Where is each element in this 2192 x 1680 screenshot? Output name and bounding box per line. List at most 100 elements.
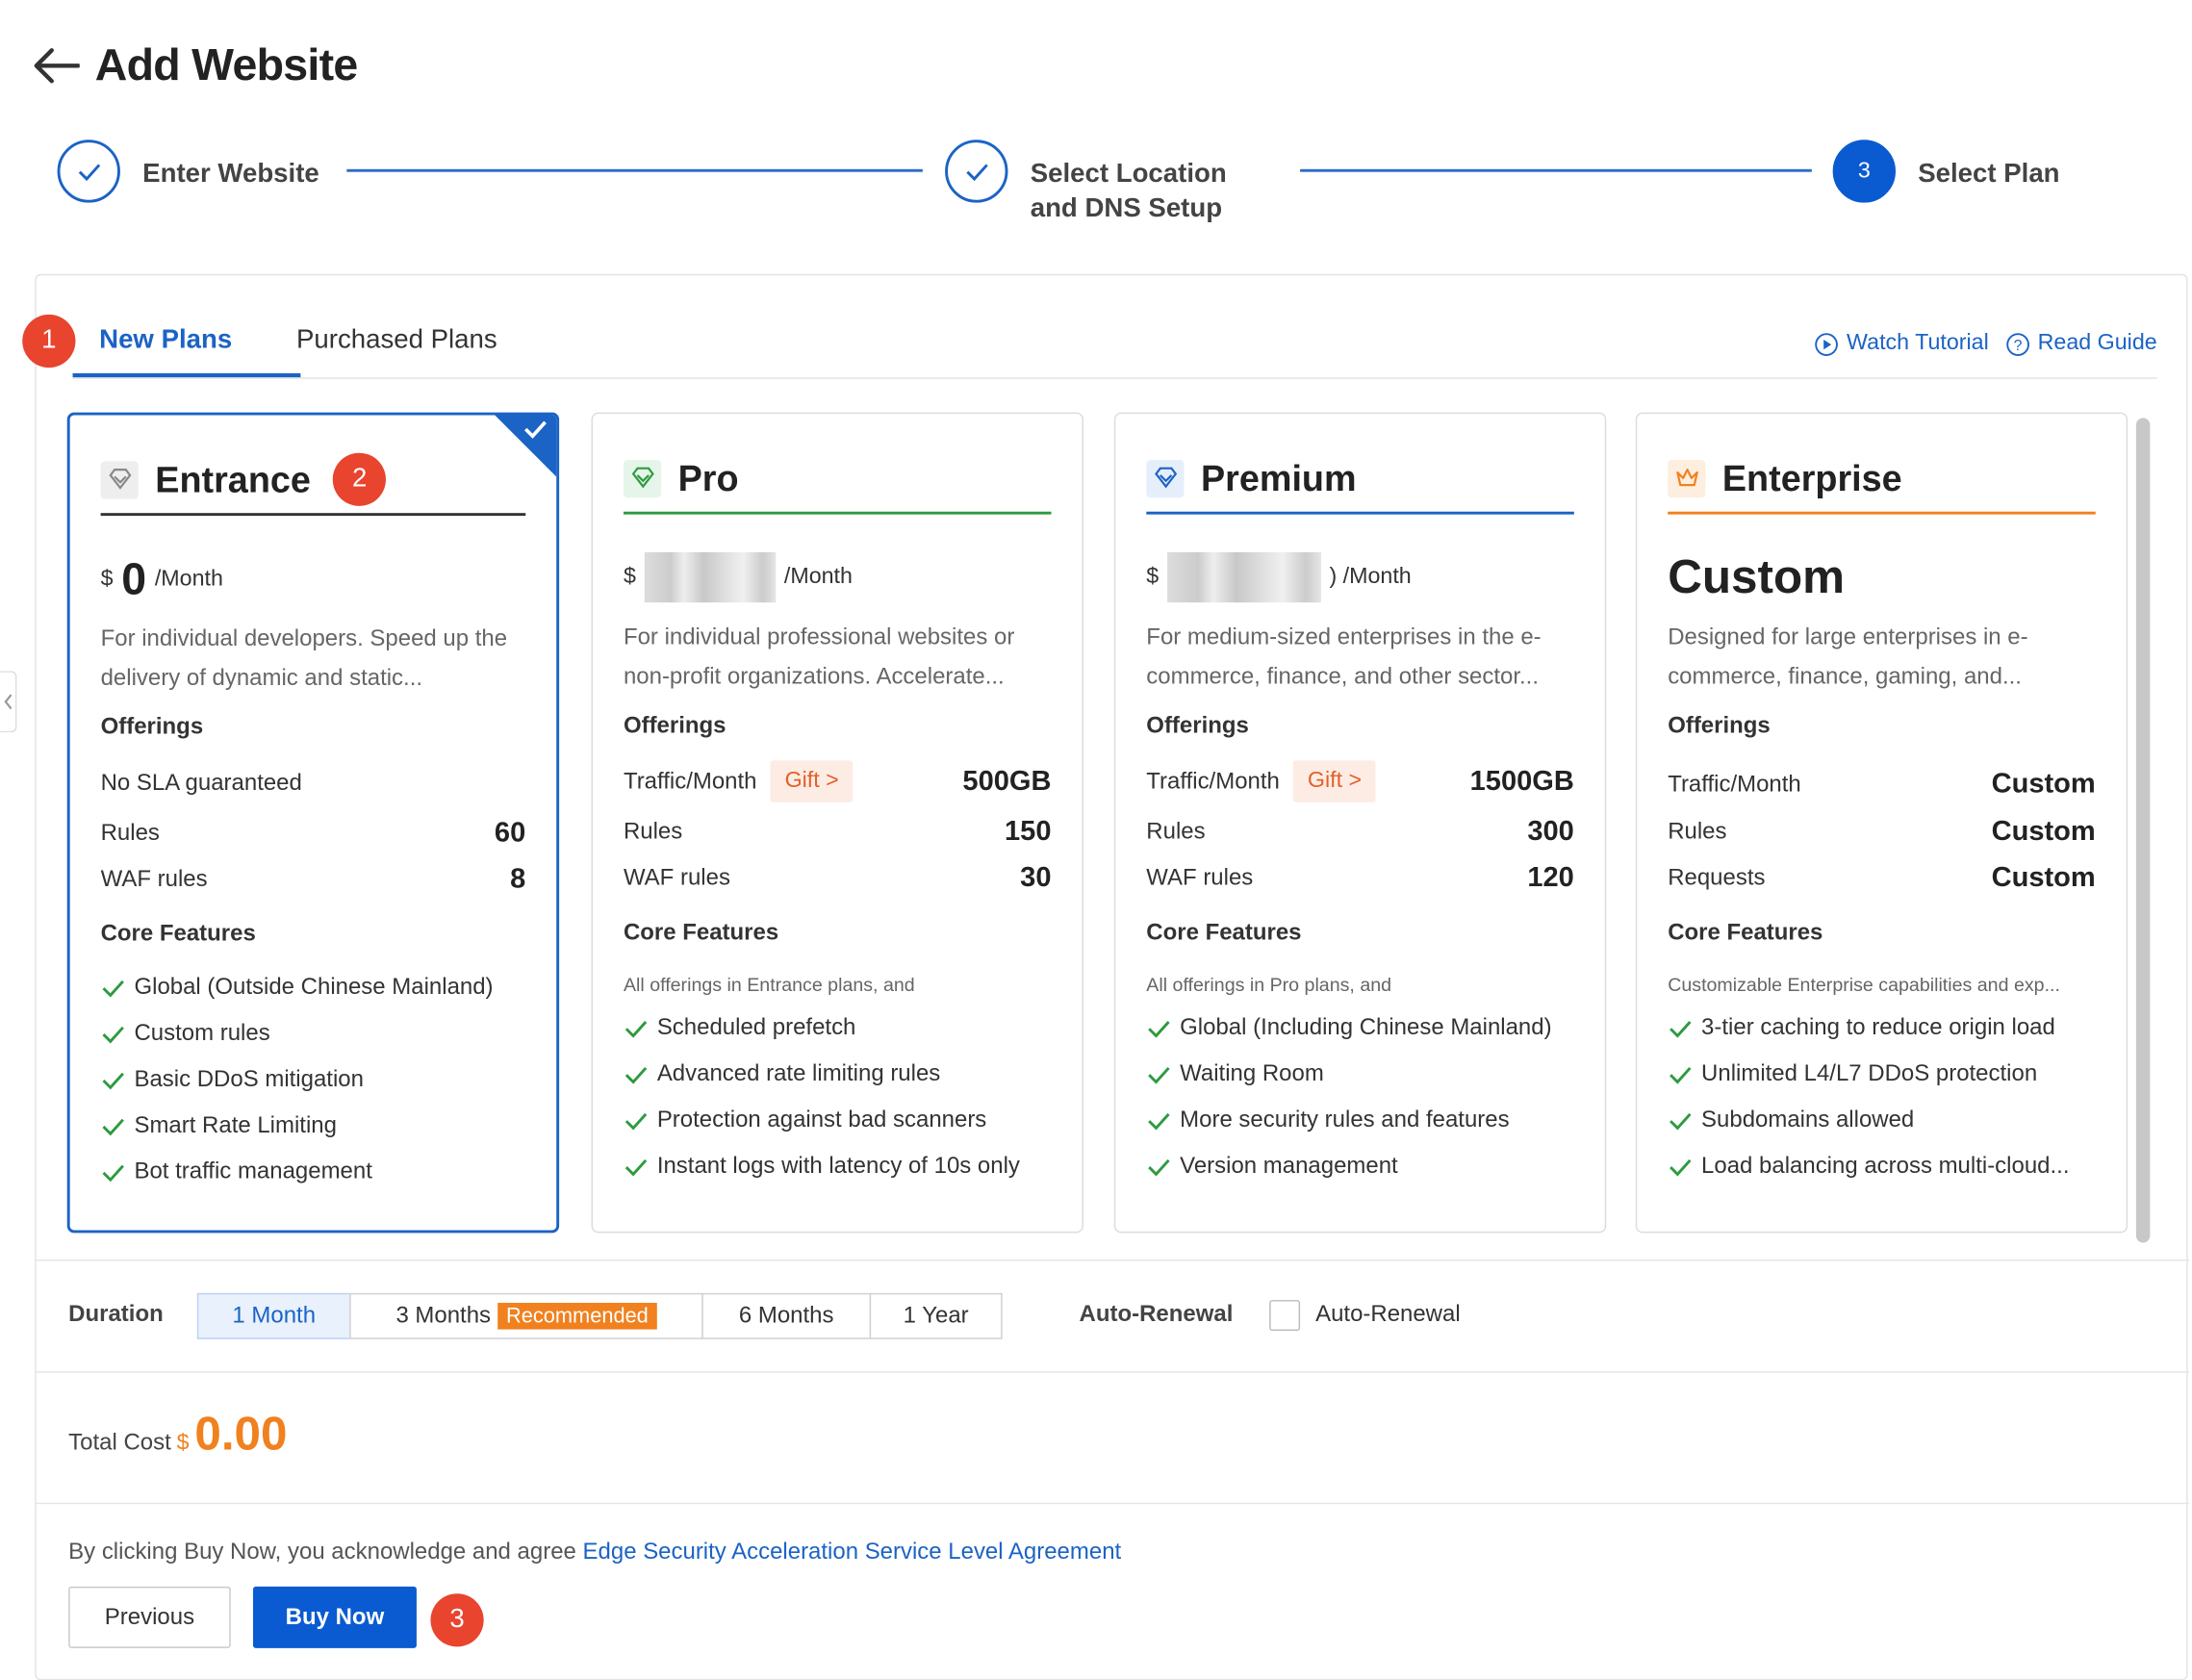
plan-description: For individual professional websites or … xyxy=(623,624,1015,690)
annotation-badge: 3 xyxy=(430,1593,484,1647)
plan-card-premium[interactable]: Premium $ ) /Month For medium-sized ente… xyxy=(1113,412,1607,1234)
check-icon xyxy=(1669,1066,1692,1083)
plan-description: Designed for large enterprises in e-comm… xyxy=(1668,624,2028,690)
total-cost-label: Total Cost xyxy=(68,1430,171,1456)
crown-icon xyxy=(1668,459,1706,497)
check-icon xyxy=(102,980,124,997)
auto-renewal-checkbox[interactable] xyxy=(1269,1300,1301,1332)
step-label: Select Location xyxy=(1030,159,1227,190)
step-select-location: Select Location and DNS Setup xyxy=(945,140,1227,226)
plan-card-entrance[interactable]: Entrance 2 $ 0 /Month For individual dev… xyxy=(66,412,560,1234)
sla-link[interactable]: Edge Security Acceleration Service Level… xyxy=(582,1539,1122,1565)
divider xyxy=(36,1371,2190,1373)
feature-item: 3-tier caching to reduce origin load xyxy=(1668,1015,2112,1042)
plan-card-enterprise[interactable]: Enterprise Custom Designed for large ent… xyxy=(1635,412,2128,1234)
plan-price: $ 0 /Month xyxy=(100,553,223,604)
offering-row: No SLA guaranteed xyxy=(100,770,302,796)
offering-row: Traffic/Month Gift >500GB xyxy=(624,760,1052,802)
buy-now-button[interactable]: Buy Now xyxy=(252,1586,417,1648)
divider xyxy=(36,1502,2190,1505)
check-icon xyxy=(102,1163,124,1182)
check-icon xyxy=(1148,1020,1170,1037)
scrollbar-thumb[interactable] xyxy=(2135,418,2151,1243)
offering-row: Traffic/Month Gift >1500GB xyxy=(1146,760,1574,802)
total-cost-value: 0.00 xyxy=(194,1407,288,1462)
plan-description: For individual developers. Speed up the … xyxy=(100,625,508,691)
offerings-label: Offerings xyxy=(100,714,204,740)
offering-row: Rules 150 xyxy=(623,816,1052,848)
offering-row: WAF rules 30 xyxy=(623,862,1052,894)
diamond-icon xyxy=(100,460,139,498)
auto-renewal-checkbox-label[interactable]: Auto-Renewal xyxy=(1315,1301,1461,1327)
check-icon xyxy=(624,1112,648,1130)
arrow-left-icon[interactable] xyxy=(31,39,81,89)
gift-button[interactable]: Gift > xyxy=(1293,760,1376,802)
offering-row: Rules 300 xyxy=(1146,816,1574,848)
feature-item: Advanced rate limiting rules xyxy=(624,1061,1068,1088)
watch-tutorial-link[interactable]: Watch Tutorial xyxy=(1815,331,1989,356)
check-icon xyxy=(624,1066,648,1083)
check-icon xyxy=(102,1026,124,1043)
feature-item: Global (Outside Chinese Mainland) xyxy=(101,975,543,1002)
diamond-icon xyxy=(1146,459,1185,497)
previous-button[interactable]: Previous xyxy=(68,1586,231,1648)
tab-underline xyxy=(72,372,301,378)
offerings-label: Offerings xyxy=(1146,712,1249,739)
feature-item: Subdomains allowed xyxy=(1668,1107,2112,1134)
page-header: Add Website xyxy=(31,39,358,91)
offering-row: Requests Custom xyxy=(1668,862,2096,894)
check-icon xyxy=(102,1072,124,1089)
core-features-label: Core Features xyxy=(623,919,779,946)
feature-item: Smart Rate Limiting xyxy=(101,1112,543,1139)
feature-item: Basic DDoS mitigation xyxy=(101,1066,543,1093)
feature-item: Unlimited L4/L7 DDoS protection xyxy=(1668,1061,2112,1088)
offering-row: Rules Custom xyxy=(1668,816,2096,848)
duration-3-months[interactable]: 3 Months Recommended xyxy=(349,1292,703,1339)
check-icon xyxy=(624,1158,648,1176)
features-note: All offerings in Entrance plans, and xyxy=(623,974,915,996)
plan-price: Custom xyxy=(1668,550,1846,604)
feature-item: Instant logs with latency of 10s only xyxy=(624,1154,1068,1181)
plan-name: Premium xyxy=(1200,456,1357,498)
step-label: Select Plan xyxy=(1918,159,2060,190)
step-label: Enter Website xyxy=(142,159,319,190)
feature-item: Waiting Room xyxy=(1146,1061,1591,1088)
feature-item: More security rules and features xyxy=(1146,1107,1591,1134)
play-icon xyxy=(1815,332,1838,356)
offerings-label: Offerings xyxy=(623,712,726,739)
duration-1-month[interactable]: 1 Month xyxy=(196,1292,351,1339)
check-icon xyxy=(1148,1112,1170,1130)
duration-label: Duration xyxy=(68,1301,164,1327)
plans-scrollbar[interactable] xyxy=(2133,413,2153,1249)
step-number: 3 xyxy=(1832,140,1896,203)
plan-name: Pro xyxy=(677,456,739,498)
page-title: Add Website xyxy=(94,38,358,89)
plan-name: Entrance xyxy=(155,457,311,500)
chevron-left-icon xyxy=(3,694,12,710)
feature-item: Version management xyxy=(1146,1154,1591,1181)
duration-6-months[interactable]: 6 Months xyxy=(701,1292,872,1339)
recommended-badge: Recommended xyxy=(497,1303,657,1330)
tab-new-plans[interactable]: New Plans xyxy=(99,325,233,356)
step-label-line2: and DNS Setup xyxy=(1030,193,1223,224)
core-features-label: Core Features xyxy=(100,921,256,947)
check-icon xyxy=(1669,1158,1692,1176)
offering-row: WAF rules 8 xyxy=(100,863,526,895)
plan-price: $ ) /Month xyxy=(1146,551,1412,603)
features-note: Customizable Enterprise capabilities and… xyxy=(1668,974,2060,996)
feature-item: Custom rules xyxy=(101,1021,543,1048)
plan-description: For medium-sized enterprises in the e-co… xyxy=(1146,624,1542,690)
plan-price: $ /Month xyxy=(624,551,853,603)
tab-purchased-plans[interactable]: Purchased Plans xyxy=(295,325,497,356)
feature-item: Protection against bad scanners xyxy=(624,1107,1068,1134)
selected-corner xyxy=(493,415,557,478)
feature-item: Global (Including Chinese Mainland) xyxy=(1146,1015,1591,1042)
offering-row: Traffic/Month Custom xyxy=(1668,769,2096,801)
check-icon xyxy=(945,140,1008,203)
core-features-label: Core Features xyxy=(1668,919,1823,946)
plan-card-pro[interactable]: Pro $ /Month For individual professional… xyxy=(591,412,1083,1234)
collapse-handle[interactable] xyxy=(0,671,17,733)
read-guide-link[interactable]: ? Read Guide xyxy=(2005,331,2157,356)
duration-1-year[interactable]: 1 Year xyxy=(869,1292,1003,1339)
gift-button[interactable]: Gift > xyxy=(771,760,854,802)
